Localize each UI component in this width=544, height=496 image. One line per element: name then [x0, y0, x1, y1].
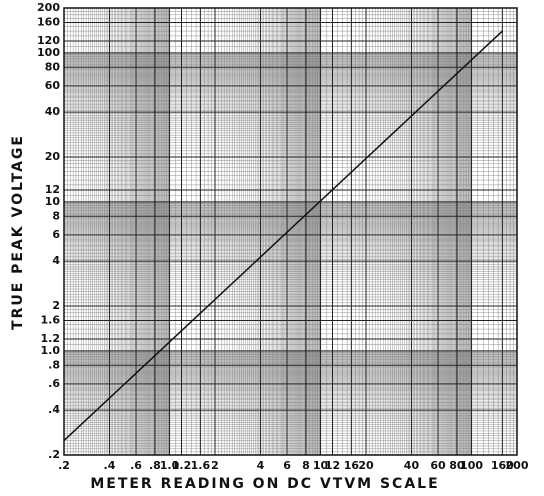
x-tick-label: 160: [491, 459, 514, 472]
x-tick-label: 1.2: [172, 459, 192, 472]
x-tick-label: 20: [358, 459, 374, 472]
y-tick-label: 120: [37, 34, 60, 47]
y-tick-label: 1.2: [41, 332, 61, 345]
x-tick-label: 12: [325, 459, 340, 472]
y-tick-label: 1.0: [41, 344, 61, 357]
y-tick-label: .2: [48, 448, 60, 461]
y-tick-label: 20: [45, 150, 61, 163]
x-tick-label: 6: [283, 459, 291, 472]
x-tick-label: 2: [211, 459, 219, 472]
y-tick-label: .6: [48, 377, 60, 390]
x-tick-label: 8: [302, 459, 310, 472]
data-line: [63, 30, 503, 442]
y-tick-label: 80: [45, 60, 61, 73]
x-tick-label: 1.0: [160, 459, 180, 472]
plot-frame: [63, 7, 518, 456]
x-tick-label: 1.6: [191, 459, 211, 472]
y-axis-title: TRUE PEAK VOLTAGE: [10, 134, 26, 330]
y-tick-label: 100: [37, 46, 60, 59]
x-tick-label: .4: [104, 459, 116, 472]
x-tick-label: 4: [257, 459, 265, 472]
x-tick-label: 80: [449, 459, 465, 472]
y-tick-label: 8: [52, 209, 60, 222]
y-tick-label: 40: [45, 105, 61, 118]
x-tick-label: .2: [58, 459, 70, 472]
x-tick-label: 40: [404, 459, 420, 472]
x-tick-label: .8: [149, 459, 161, 472]
x-tick-label: 100: [460, 459, 483, 472]
x-tick-label: 200: [506, 459, 529, 472]
y-tick-label: 6: [52, 228, 60, 241]
y-tick-label: 2: [52, 299, 60, 312]
y-tick-label: .4: [48, 403, 60, 416]
y-tick-label: 10: [45, 195, 61, 208]
y-tick-label: 1.6: [41, 313, 61, 326]
y-tick-label: 12: [45, 183, 60, 196]
x-tick-label: 10: [313, 459, 329, 472]
y-tick-label: 200: [37, 1, 60, 14]
x-tick-label: 60: [430, 459, 446, 472]
y-tick-label: 4: [52, 254, 60, 267]
x-tick-label: .6: [130, 459, 142, 472]
x-axis-title: METER READING ON DC VTVM SCALE: [90, 476, 439, 492]
y-tick-label: 160: [37, 15, 60, 28]
x-tick-label: 16: [344, 459, 360, 472]
y-tick-label: 60: [45, 79, 61, 92]
y-tick-label: .8: [48, 358, 60, 371]
